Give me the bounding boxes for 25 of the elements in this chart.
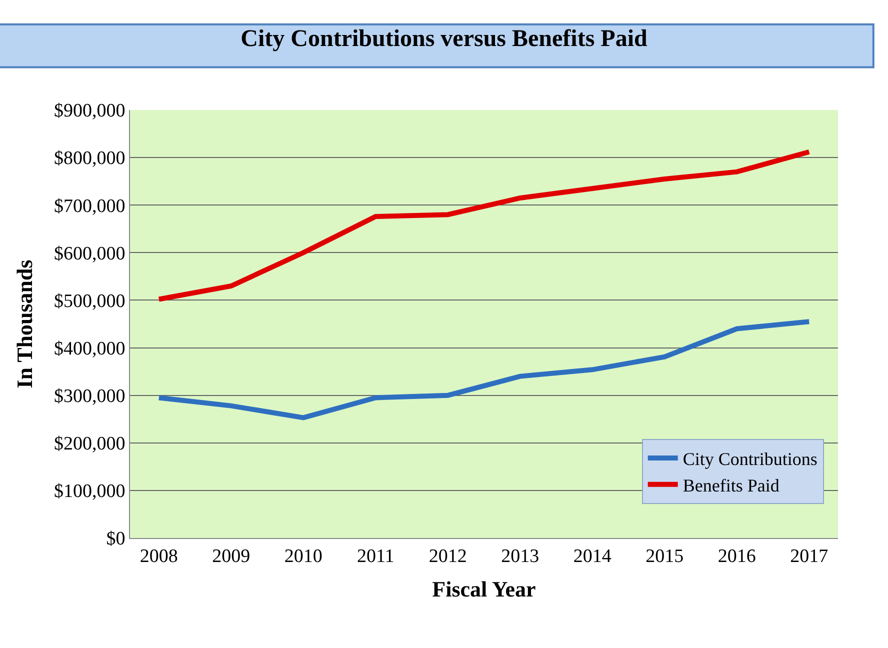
- y-tick-label: $800,000: [54, 148, 126, 170]
- x-tick-label: 2012: [428, 546, 467, 567]
- x-tick-label: 2008: [140, 546, 178, 567]
- x-tick-label: 2009: [212, 546, 250, 567]
- x-tick-label: 2011: [356, 546, 394, 567]
- y-tick-label: $0: [106, 528, 126, 550]
- y-tick-label: $100,000: [54, 481, 126, 502]
- x-tick-label: 2017: [790, 546, 828, 567]
- y-tick-label: $400,000: [54, 338, 126, 360]
- y-axis-title: In Thousands: [12, 259, 37, 388]
- x-tick-label: 2015: [646, 546, 684, 567]
- y-tick-label: $500,000: [54, 290, 126, 312]
- x-tick-label: 2016: [718, 546, 756, 567]
- x-tick-label: 2014: [573, 546, 612, 567]
- x-tick-label: 2013: [501, 546, 540, 567]
- y-tick-label: $300,000: [54, 386, 126, 407]
- y-tick-label: $900,000: [54, 100, 126, 122]
- y-tick-label: $700,000: [54, 196, 126, 217]
- chart-title: City Contributions versus Benefits Paid: [240, 26, 648, 52]
- x-tick-label: 2010: [284, 546, 322, 567]
- x-axis-title: Fiscal Year: [432, 576, 536, 602]
- legend-label: Benefits Paid: [682, 475, 780, 496]
- y-tick-label: $600,000: [54, 243, 126, 264]
- legend-label: City Contributions: [682, 448, 818, 469]
- y-tick-label: $200,000: [54, 434, 126, 455]
